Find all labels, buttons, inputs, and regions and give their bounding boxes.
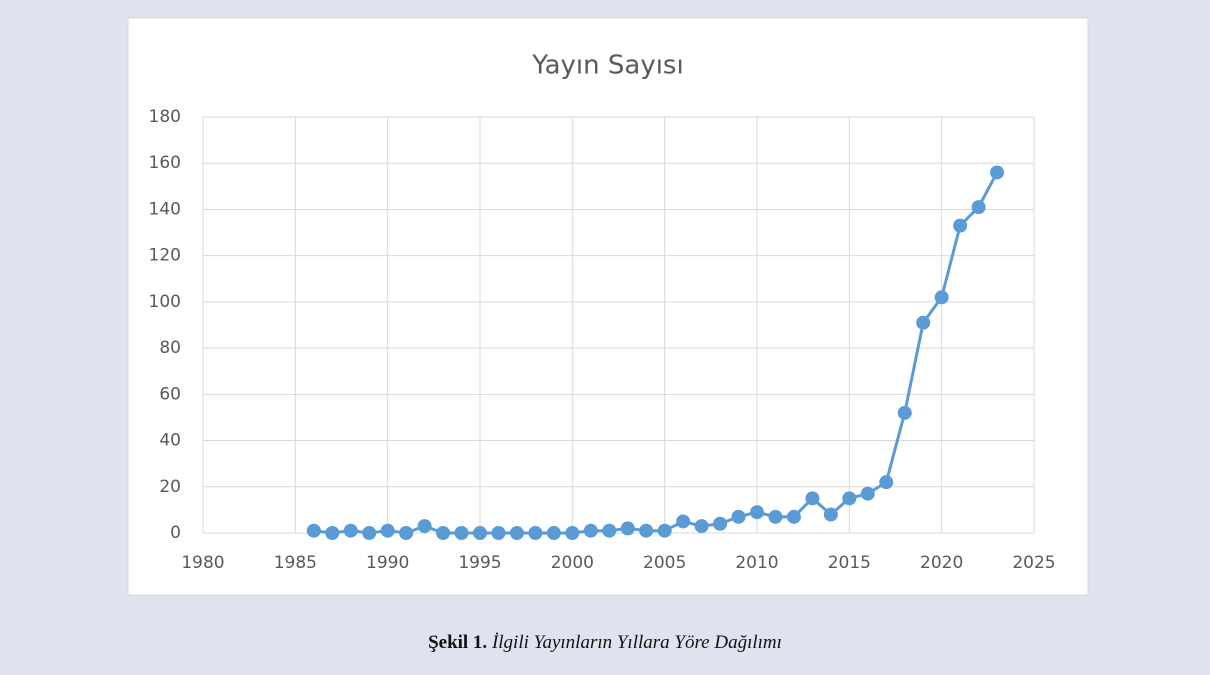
y-tick-label: 40: [159, 431, 181, 451]
data-point: [934, 290, 949, 305]
chart-panel: [127, 17, 1089, 596]
data-point: [694, 519, 709, 534]
data-point: [990, 165, 1005, 180]
data-point: [953, 218, 968, 233]
data-point: [362, 526, 377, 540]
chart: Yayın Sayısı 0 20 40 60 80 100 120 140 160 180 198…: [127, 17, 1089, 596]
y-tick-label: 80: [159, 338, 181, 358]
data-point: [750, 505, 764, 520]
data-point: [879, 475, 894, 490]
data-point: [473, 526, 487, 540]
data-point: [306, 523, 321, 538]
data-point: [731, 509, 746, 524]
data-point: [436, 526, 451, 540]
data-point: [565, 526, 580, 540]
data-point: [380, 523, 395, 538]
data-point: [583, 523, 598, 538]
x-tick-label: 1985: [274, 553, 317, 573]
x-tick-label: 2000: [551, 553, 594, 573]
caption-label: Şekil 1.: [428, 632, 488, 653]
y-tick-label: 100: [149, 292, 181, 312]
data-point: [528, 526, 543, 540]
y-tick-label: 120: [149, 246, 181, 266]
x-tick-label: 2010: [735, 553, 778, 573]
x-tick-label: 1990: [366, 553, 409, 573]
y-tick-label: 160: [149, 153, 181, 173]
data-point: [897, 405, 912, 420]
x-tick-label: 1980: [181, 553, 224, 573]
x-tick-label: 2015: [828, 553, 871, 573]
x-tick-label: 2005: [643, 553, 686, 573]
data-point: [325, 526, 340, 540]
caption: Şekil 1. İlgili Yayınların Yıllara Yöre …: [0, 632, 1210, 654]
y-tick-label: 180: [149, 107, 181, 127]
data-point: [971, 200, 986, 215]
data-point: [768, 509, 783, 524]
data-point: [786, 509, 801, 524]
y-tick-label: 140: [149, 199, 181, 219]
data-point: [639, 523, 654, 538]
y-tick-label: 0: [170, 523, 181, 543]
chart-title: Yayın Sayısı: [531, 51, 683, 81]
data-point: [657, 523, 672, 538]
data-point: [417, 519, 432, 534]
data-point: [602, 523, 617, 538]
data-point: [805, 491, 820, 506]
data-point: [713, 516, 728, 531]
data-point: [842, 491, 857, 506]
caption-text: İlgili Yayınların Yıllara Yöre Dağılımı: [491, 632, 782, 653]
data-point: [454, 526, 469, 540]
data-point: [823, 507, 838, 522]
x-tick-label: 2020: [920, 553, 963, 573]
data-point: [491, 526, 506, 540]
data-point: [860, 486, 875, 501]
data-point: [620, 521, 635, 536]
y-tick-label: 20: [159, 477, 181, 497]
data-point: [546, 526, 561, 540]
data-point: [399, 526, 414, 540]
x-tick-label: 1995: [458, 553, 501, 573]
x-tick-label: 2025: [1012, 553, 1055, 573]
data-point: [916, 315, 931, 330]
data-point: [509, 526, 524, 540]
data-point: [676, 514, 691, 529]
data-point: [343, 523, 358, 538]
y-tick-label: 60: [159, 384, 181, 404]
